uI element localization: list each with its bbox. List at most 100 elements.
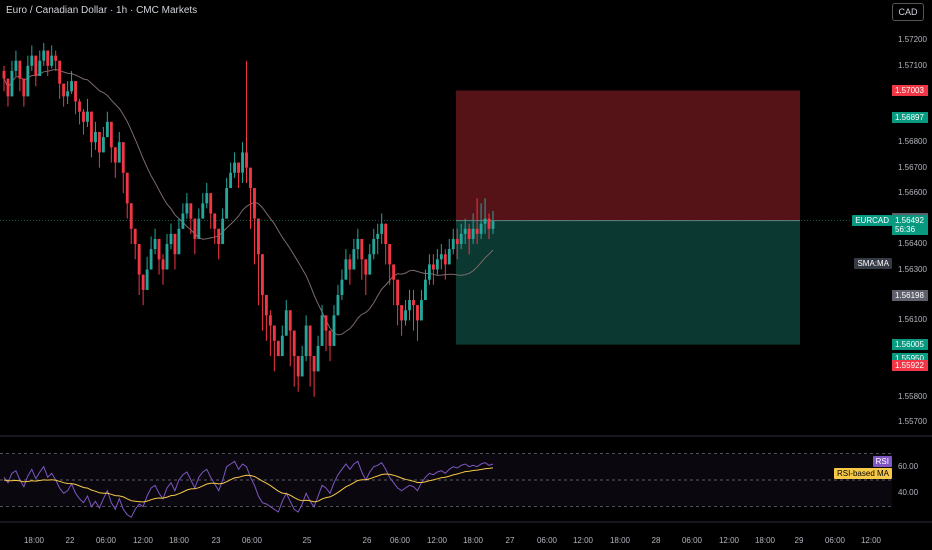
candle-body [50,55,54,66]
candle-body [443,254,447,265]
x-tick-label: 25 [302,536,312,545]
candle-body [177,228,181,255]
position-tool [456,90,800,345]
x-tick-label: 12:00 [718,536,740,545]
price-label: 56:36 [892,224,928,236]
price-label: 1.56492 [892,215,928,227]
candle-body [471,228,475,239]
x-tick-label: 06:00 [681,536,703,545]
candle-body [193,218,197,239]
candle-body [423,279,427,301]
candle-body [491,221,495,229]
candle-body [101,137,105,153]
candle-body [435,259,439,270]
candle-body [288,310,292,331]
candle-body [205,193,209,204]
rsi-line [3,460,494,519]
candle-body [451,238,455,250]
x-tick-label: 12:00 [426,536,448,545]
candle-body [340,279,344,295]
candle-body [62,83,66,97]
candle-body [78,101,81,112]
candle-body [169,233,173,245]
candle-body [352,249,356,270]
candle-body [356,238,360,250]
price-label: 1.56897 [892,112,928,123]
candle-body [257,218,260,255]
candle-body [412,300,415,306]
x-tick-label: 06:00 [389,536,411,545]
candle-body [14,60,18,71]
candle-body [455,238,459,245]
x-tick-label: 26 [362,536,372,545]
candle-body [94,132,97,143]
candle-body [173,233,177,255]
candle-body [157,238,161,260]
y-tick-label: 1.56700 [898,162,927,172]
rsi-ma-line [3,467,494,503]
candle-body [475,228,479,234]
candle-body [312,356,316,372]
candle-body [153,238,157,250]
candle-body [463,228,467,234]
y-tick-label: 1.56600 [898,188,927,198]
candle-body [181,213,185,229]
candle-body [117,142,121,163]
price-label: 1.55922 [892,360,928,372]
candle-body [467,228,471,239]
candle-body [272,325,276,341]
price-label: 1.56005 [892,339,928,351]
candle-body [344,259,348,280]
candle-body [384,223,388,245]
y-tick-label: 1.56400 [898,239,927,249]
x-tick-label: 18:00 [754,536,776,545]
candle-body [121,142,125,173]
take-profit-zone [456,220,800,345]
candle-body [165,244,169,270]
rsi-pane [0,452,892,519]
grid [0,435,932,523]
rsi-label: RSI [872,456,892,467]
candles [2,42,495,397]
candle-body [217,228,221,245]
candle-body [264,294,268,316]
y-tick-label: 1.55800 [898,391,927,401]
price-label: 1.57003 [892,85,928,97]
x-tick-label: 18:00 [168,536,190,545]
candle-body [372,238,376,255]
x-tick-label: 23 [211,536,221,545]
candle-body [233,162,237,173]
x-tick-label: 28 [651,536,661,545]
x-tick-label: 18:00 [609,536,631,545]
candle-body [400,305,403,321]
y-tick-label: 1.56800 [898,137,927,147]
candle-body [237,162,240,173]
candle-body [360,238,364,260]
candle-body [348,259,352,270]
x-tick-label: 18:00 [462,536,484,545]
sma-label: SMA:MA [854,257,892,269]
candle-body [364,259,368,275]
candle-body [109,121,113,148]
candle-body [6,78,10,97]
candle-body [197,218,201,239]
currency-button[interactable]: CAD [892,3,924,21]
candle-body [137,244,141,275]
candle-body [209,193,213,214]
candle-body [332,315,336,346]
candle-body [368,254,372,275]
candle-body [105,121,109,138]
candle-body [225,188,229,219]
candle-body [420,300,423,321]
candle-body [300,356,304,377]
candle-body [483,218,487,224]
y-tick-label: 1.57100 [898,60,927,70]
candle-body [74,81,77,102]
candle-body [66,91,70,97]
rsi-ma-label: RSI-based MA [833,468,892,479]
x-tick-label: 06:00 [95,536,117,545]
candle-body [328,330,332,346]
x-tick-label: 12:00 [132,536,154,545]
candle-body [280,335,284,357]
